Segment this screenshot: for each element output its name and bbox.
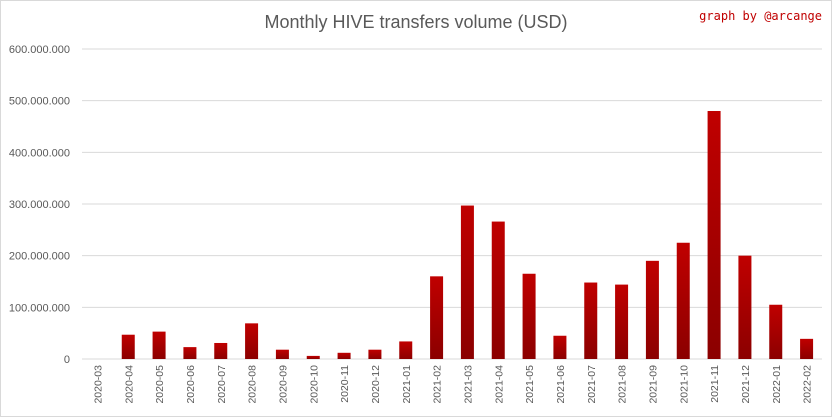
x-axis-ticks: 2020-03 2020-04 2020-05 2020-06 2020-07 2020-… (92, 365, 813, 404)
y-tick-label: 400.000.000 (9, 147, 70, 159)
y-tick-label: 100.000.000 (9, 302, 70, 314)
bar-2021-09 (645, 260, 659, 359)
x-tick-label: 2020-07 (216, 365, 228, 404)
bar-2021-08 (615, 284, 629, 359)
bars (121, 111, 814, 359)
x-tick-label: 2021-08 (617, 365, 629, 404)
bar-2020-06 (183, 347, 197, 359)
x-tick-label: 2021-02 (432, 365, 444, 404)
bar-2020-07 (214, 342, 228, 359)
x-tick-label: 2020-09 (277, 365, 289, 404)
chart-credit: graph by @arcange (699, 9, 822, 23)
x-tick-label: 2020-06 (185, 365, 197, 404)
x-tick-label: 2020-04 (123, 365, 135, 404)
x-tick-label: 2021-07 (586, 365, 598, 404)
bar-2021-11 (707, 111, 721, 359)
x-tick-label: 2021-06 (555, 365, 567, 404)
y-tick-label: 300.000.000 (9, 199, 70, 211)
bar-2020-04 (121, 334, 135, 359)
x-tick-label: 2020-05 (154, 365, 166, 404)
y-axis-ticks: 0 100.000.000 200.000.000 300.000.000 400.00… (9, 44, 70, 366)
bar-2021-03 (460, 205, 474, 359)
bar-2021-05 (522, 273, 536, 359)
bar-2020-09 (275, 349, 289, 359)
y-tick-label: 200.000.000 (9, 251, 70, 263)
y-tick-label: 0 (64, 354, 70, 366)
bar-2021-07 (584, 282, 598, 359)
bar-2021-02 (430, 276, 444, 359)
x-tick-label: 2020-10 (308, 365, 320, 404)
x-tick-label: 2021-03 (462, 365, 474, 404)
y-tick-label: 600.000.000 (9, 44, 70, 56)
x-tick-label: 2021-05 (524, 365, 536, 404)
bar-2020-12 (368, 349, 382, 359)
x-tick-label: 2021-11 (709, 365, 721, 403)
bar-2020-08 (245, 323, 259, 359)
x-tick-label: 2022-02 (802, 365, 814, 404)
x-tick-label: 2021-10 (678, 365, 690, 404)
bar-2020-11 (337, 352, 351, 359)
gridlines (82, 48, 822, 360)
x-tick-label: 2022-01 (771, 365, 783, 404)
bar-2020-05 (152, 331, 166, 359)
bar-2021-10 (676, 242, 690, 359)
bar-2022-01 (769, 304, 783, 359)
bar-2021-12 (738, 255, 752, 359)
x-tick-label: 2020-12 (370, 365, 382, 404)
x-tick-label: 2021-04 (493, 365, 505, 404)
x-tick-label: 2021-01 (401, 365, 413, 404)
x-tick-label: 2020-03 (92, 365, 104, 404)
x-tick-label: 2021-09 (647, 365, 659, 404)
x-tick-label: 2020-11 (339, 365, 351, 403)
bar-2020-10 (306, 355, 320, 359)
y-tick-label: 500.000.000 (9, 96, 70, 108)
bar-2022-02 (800, 338, 814, 359)
bar-2021-06 (553, 335, 567, 359)
x-tick-label: 2021-12 (740, 365, 752, 404)
bar-2021-04 (491, 221, 505, 359)
chart-title: Monthly HIVE transfers volume (USD) (264, 12, 568, 32)
x-tick-label: 2020-08 (247, 365, 259, 404)
bar-2021-01 (399, 341, 413, 359)
